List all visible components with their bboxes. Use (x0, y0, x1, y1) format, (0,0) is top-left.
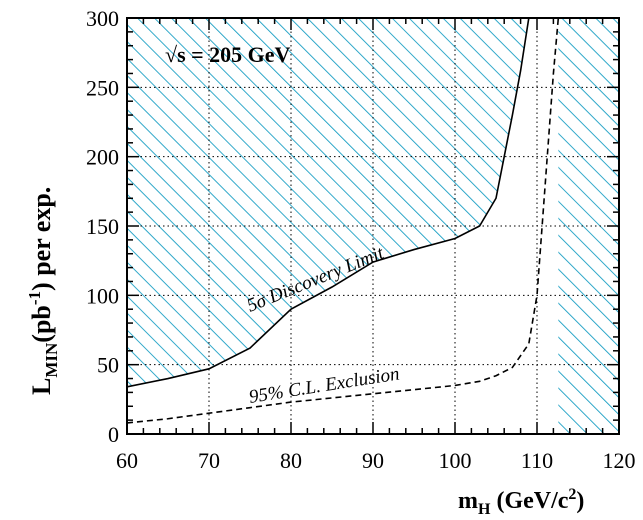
y-axis-title-main: L (27, 378, 56, 395)
discovery-region-hatch (127, 18, 619, 434)
x-tick-label: 100 (439, 448, 472, 473)
y-axis-title-mid: (pb (27, 305, 56, 343)
x-axis-title-sup: 2 (568, 486, 576, 503)
curves (127, 18, 560, 424)
x-tick-label: 80 (280, 448, 302, 473)
exclusion-line (127, 18, 560, 424)
x-axis-title-end: ) (576, 488, 584, 514)
y-tick-label: 150 (86, 214, 119, 239)
x-axis-title-sub: H (478, 501, 491, 518)
x-axis-title-main: m (458, 488, 478, 514)
y-tick-label: 0 (108, 422, 119, 447)
grid (127, 18, 619, 434)
x-axis-title-rest: (GeV/c (490, 488, 568, 514)
y-axis-title-sub: MIN (42, 342, 61, 378)
x-tick-label: 60 (116, 448, 138, 473)
tick-labels: 60 70 80 90 100 110 120 0 50 100 150 200 250 300 (86, 6, 636, 473)
y-tick-label: 200 (86, 145, 119, 170)
y-tick-label: 100 (86, 283, 119, 308)
y-axis-title-sup: -1 (25, 291, 44, 305)
y-tick-label: 50 (97, 353, 119, 378)
x-axis-title: mH (GeV/c2) (458, 486, 584, 518)
x-tick-label: 110 (521, 448, 553, 473)
energy-label: √s = 205 GeV (165, 42, 291, 67)
y-tick-label: 300 (86, 6, 119, 31)
ticks (126, 17, 620, 435)
discovery-limit-line (127, 18, 530, 388)
y-axis-title: LMIN(pb-1) per exp. (25, 187, 61, 395)
hatch-region-upper-left (127, 18, 529, 387)
x-tick-label: 70 (198, 448, 220, 473)
exclusion-label: 95% C.L. Exclusion (247, 363, 400, 408)
x-tick-label: 90 (362, 448, 384, 473)
y-tick-label: 250 (86, 75, 119, 100)
x-tick-label: 120 (603, 448, 636, 473)
y-axis-title-end: ) per exp. (27, 187, 56, 291)
hatch-region-right (558, 18, 619, 434)
